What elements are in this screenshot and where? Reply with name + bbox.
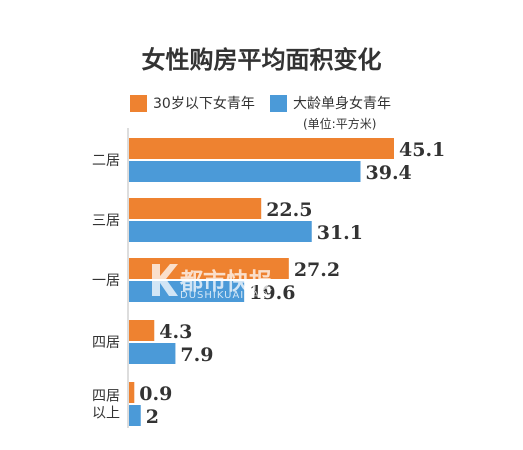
chart-title: 女性购房平均面积变化: [141, 46, 382, 74]
category-label: 以上: [92, 406, 120, 422]
data-label: 2: [146, 406, 159, 428]
bar: [129, 198, 262, 219]
category-label: 四居: [92, 335, 120, 351]
category-label: 四居: [92, 389, 120, 405]
legend-label: 大龄单身女青年: [293, 96, 391, 112]
bar: [129, 138, 394, 159]
data-label: 4.3: [159, 321, 192, 343]
legend-swatch-orange: [130, 94, 147, 112]
watermark-text: 都市快报: [180, 269, 272, 295]
bar: [129, 221, 312, 242]
unit-note: (单位:平方米): [303, 117, 377, 131]
data-label: 39.4: [366, 162, 412, 184]
bar: [129, 161, 361, 182]
category-label: 二居: [92, 153, 120, 169]
data-label: 27.2: [294, 259, 340, 281]
data-label: 0.9: [139, 383, 172, 405]
data-label: 19.6: [249, 282, 295, 304]
legend-swatch-blue: [270, 94, 287, 112]
legend-label: 30岁以下女青年: [153, 96, 255, 112]
category-label: 三居: [92, 213, 120, 229]
bar: [129, 405, 141, 426]
category-label: 一居: [92, 273, 120, 289]
bar: [129, 343, 176, 364]
legend-item-series-2: 大龄单身女青年: [270, 93, 391, 113]
watermark-subtext: DUSHIKUAIBAO: [180, 290, 269, 301]
data-label: 22.5: [266, 199, 312, 221]
k-logo-icon: [152, 264, 178, 296]
data-label: 31.1: [317, 222, 363, 244]
bar: [129, 382, 135, 403]
data-label: 7.9: [180, 344, 213, 366]
bar: [129, 320, 155, 341]
legend-item-series-1: 30岁以下女青年: [130, 93, 255, 113]
data-label: 45.1: [399, 139, 445, 161]
